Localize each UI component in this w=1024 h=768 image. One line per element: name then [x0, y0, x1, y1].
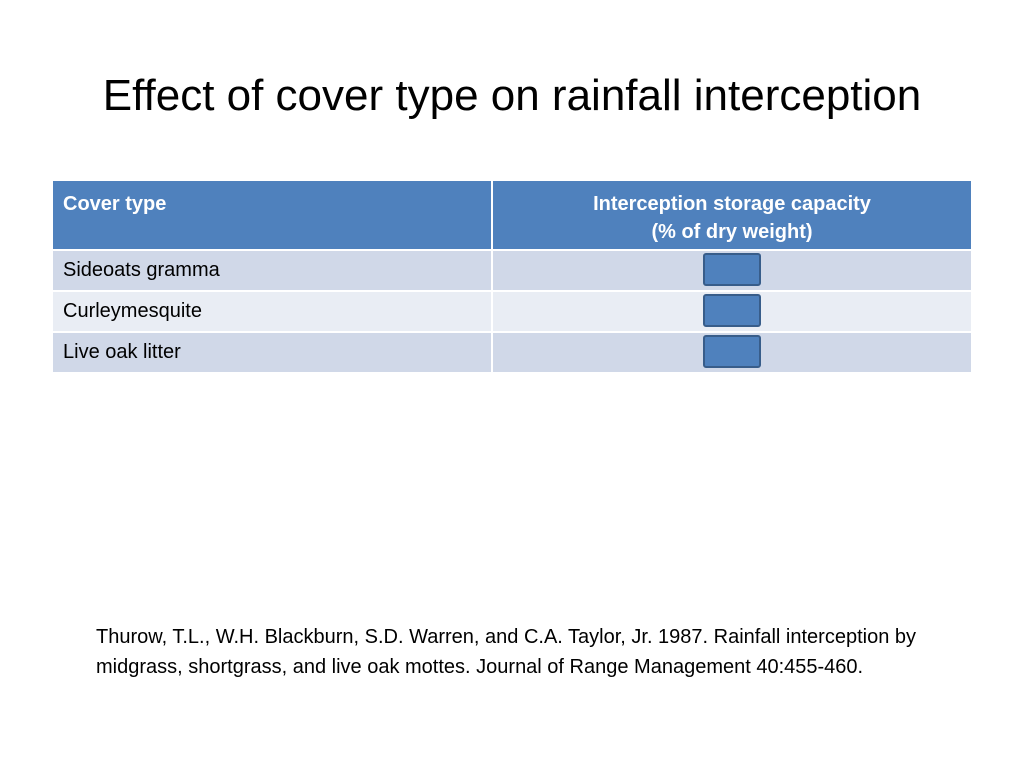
- hidden-value-box[interactable]: [703, 294, 761, 327]
- capacity-cell: [491, 331, 973, 374]
- cover-type-cell: Sideoats gramma: [51, 249, 493, 292]
- header-cover-type: Cover type: [51, 179, 493, 251]
- interception-table: Cover type Interception storage capacity…: [51, 179, 973, 374]
- capacity-cell: [491, 290, 973, 333]
- citation: Thurow, T.L., W.H. Blackburn, S.D. Warre…: [96, 626, 916, 678]
- table-row: Curleymesquite: [51, 290, 973, 333]
- table-row: Sideoats gramma: [51, 249, 973, 292]
- table-row: Live oak litter: [51, 331, 973, 374]
- hidden-value-box[interactable]: [703, 335, 761, 368]
- header-interception-capacity: Interception storage capacity (% of dry …: [491, 179, 973, 251]
- cover-type-cell: Live oak litter: [51, 331, 493, 374]
- header-capacity-line1: Interception storage capacity: [593, 193, 871, 215]
- header-capacity-line2: (% of dry weight): [651, 221, 813, 243]
- capacity-cell: [491, 249, 973, 292]
- hidden-value-box[interactable]: [703, 253, 761, 286]
- cover-type-cell: Curleymesquite: [51, 290, 493, 333]
- table-header-row: Cover type Interception storage capacity…: [51, 179, 973, 251]
- slide-title: Effect of cover type on rainfall interce…: [102, 71, 922, 120]
